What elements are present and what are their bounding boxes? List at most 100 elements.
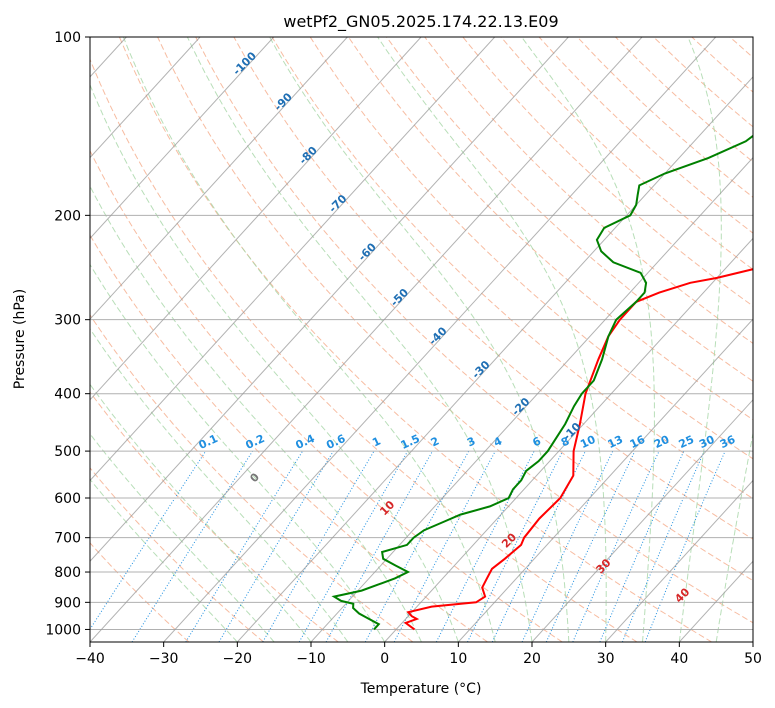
mixing-ratio-line — [545, 450, 636, 642]
mixing-ratio-label: 4 — [492, 434, 505, 449]
mixing-ratio-label: 16 — [628, 433, 648, 451]
plot-frame — [89, 36, 754, 643]
moist-adiabat — [186, 37, 533, 642]
dry-adiabat — [90, 58, 638, 642]
isotherm-line — [531, 399, 753, 642]
isotherm-line — [236, 76, 753, 642]
mixing-ratio-line — [364, 450, 470, 642]
isotherm-line — [457, 318, 753, 642]
dry-adiabat — [347, 37, 753, 421]
x-axis: −40 −30 −20 −10 0 10 20 30 40 50 — [75, 642, 762, 667]
x-tick-label: −20 — [223, 651, 253, 667]
mixing-ratio-line — [621, 450, 705, 642]
x-tick-label: −30 — [149, 651, 179, 667]
moist-adiabat — [678, 37, 722, 642]
profile-line — [403, 268, 753, 631]
x-axis-label: Temperature (°C) — [360, 681, 482, 697]
profile-line — [331, 134, 753, 631]
isotherm-line — [384, 237, 753, 642]
y-tick-label: 300 — [54, 313, 81, 329]
moist-adiabat — [715, 430, 753, 642]
x-tick-label: 10 — [449, 651, 467, 667]
mixing-ratio-label: 30 — [697, 433, 717, 451]
dry-adiabat — [271, 37, 753, 500]
isotherm-line — [752, 641, 753, 642]
mixing-ratio-label: 0.1 — [197, 432, 220, 452]
y-tick-label: 800 — [54, 565, 81, 581]
dry-adiabat — [729, 37, 753, 59]
profile-series — [331, 134, 753, 631]
moist-adiabat — [90, 433, 275, 642]
mixing-ratio-label: 25 — [677, 433, 696, 451]
dry-adiabat — [538, 37, 753, 234]
moist-adiabat — [377, 37, 607, 642]
x-tick-label: −40 — [75, 651, 105, 667]
isotherm-line — [90, 37, 496, 482]
dry-adiabat — [118, 37, 712, 642]
mixing-ratio-line — [572, 450, 660, 642]
mixing-ratio-label: 36 — [718, 433, 738, 451]
y-tick-label: 500 — [54, 444, 81, 460]
y-tick-label: 600 — [54, 491, 81, 507]
isotherm-line — [90, 37, 348, 320]
guide-labels: -100-90-80-70-60-50-40-30-20-100.1 0.2 0.4… — [197, 49, 738, 605]
isotherm-line — [90, 37, 569, 563]
dry-adiabat — [90, 234, 488, 642]
mixing-ratio-label: 3 — [465, 434, 477, 449]
moist-adiabat — [269, 37, 570, 642]
dry-adiabat-label: -60 — [356, 240, 379, 263]
isotherm-line — [90, 37, 201, 159]
x-tick-label: 30 — [597, 651, 615, 667]
y-axis-label: Pressure (hPa) — [12, 289, 28, 389]
y-tick-label: 1000 — [45, 622, 81, 638]
dry-adiabat-label: -30 — [469, 358, 492, 381]
mixing-ratio-line — [325, 450, 433, 642]
dry-adiabat — [195, 37, 753, 582]
dry-adiabat — [90, 467, 264, 642]
x-tick-label: −10 — [296, 651, 326, 667]
mixing-ratio-line — [185, 450, 304, 642]
moist-adiabat-label: 20 — [499, 530, 519, 550]
moist-adiabat — [90, 478, 238, 642]
dry-adiabat — [386, 37, 753, 382]
dry-adiabat-label: -70 — [326, 192, 349, 215]
mixing-ratio-label: 2 — [429, 434, 441, 449]
dry-adiabat — [615, 37, 753, 163]
dry-adiabat — [90, 542, 190, 642]
dry-adiabat — [90, 313, 414, 642]
y-tick-label: 100 — [54, 30, 81, 46]
mixing-ratio-line — [218, 450, 334, 642]
moist-adiabat-label: 30 — [594, 556, 614, 576]
mixing-ratio-line — [90, 450, 207, 631]
y-tick-label: 200 — [54, 208, 81, 224]
isotherm-line — [163, 37, 717, 642]
x-tick-label: 40 — [670, 651, 688, 667]
mixing-ratio-line — [644, 450, 726, 642]
x-tick-label: 0 — [380, 651, 389, 667]
dry-adiabat — [90, 391, 339, 642]
dry-adiabat — [157, 37, 753, 624]
moist-adiabat — [90, 327, 349, 642]
dry-adiabat-label: -90 — [272, 90, 295, 113]
x-tick-label: 50 — [744, 651, 762, 667]
y-tick-label: 700 — [54, 531, 81, 547]
dry-adiabat-label: -20 — [509, 395, 532, 418]
mixing-ratio-line — [467, 450, 564, 642]
mixing-ratio-line — [262, 450, 375, 642]
moist-adiabat — [90, 185, 422, 642]
mixing-ratio-label: 0.2 — [244, 432, 267, 452]
mixing-ratio-label: 0.6 — [324, 432, 347, 452]
dry-adiabat-label: -100 — [230, 49, 259, 78]
dry-adiabat — [424, 37, 753, 344]
isotherm-line — [678, 560, 753, 642]
mixing-ratio-label: 13 — [606, 433, 625, 451]
x-tick-label: 20 — [523, 651, 541, 667]
dry-adiabat — [90, 149, 563, 642]
dry-adiabat — [462, 37, 753, 307]
mixing-ratio-line — [599, 450, 685, 642]
isotherm-line — [605, 479, 753, 642]
mixing-ratio-label: 0.4 — [294, 432, 317, 452]
mixing-ratio-label: 20 — [652, 433, 672, 451]
chart-title: wetPf2_GN05.2025.174.22.13.E09 — [283, 12, 558, 32]
